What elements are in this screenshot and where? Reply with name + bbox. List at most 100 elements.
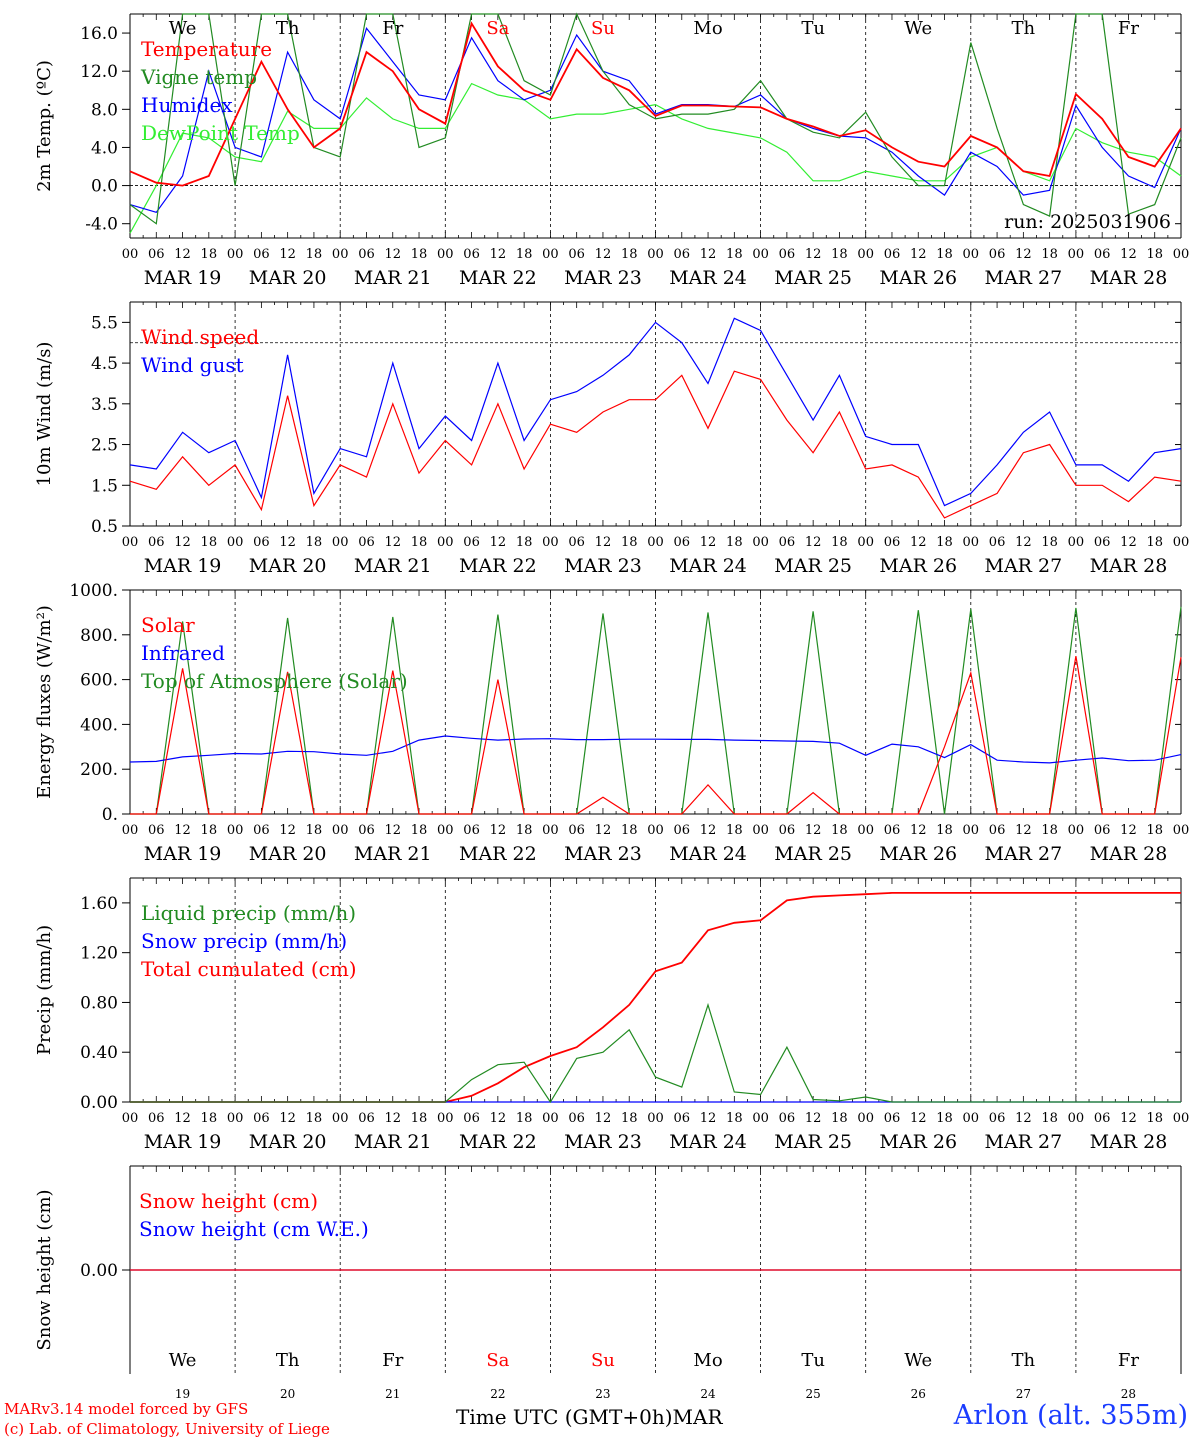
weekday-label: Su (591, 1350, 615, 1371)
legend-entry: Snow height (cm) (139, 1189, 318, 1213)
legend-entry: Total cumulated (cm) (141, 957, 357, 981)
hour-tick-label: 12 (1120, 823, 1137, 838)
hour-tick-label: 00 (122, 247, 139, 262)
hour-tick-label: 06 (358, 1111, 375, 1126)
hour-tick-label: 18 (1041, 823, 1058, 838)
date-label: MAR 26 (879, 1131, 957, 1153)
date-label: MAR 23 (564, 843, 642, 865)
weekday-label: Tu (801, 1350, 825, 1371)
hour-tick-label: 12 (279, 247, 296, 262)
hour-tick-label: 12 (700, 247, 717, 262)
date-label: MAR 25 (774, 267, 852, 289)
hour-tick-label: 06 (779, 247, 796, 262)
hour-tick-label: 18 (201, 247, 218, 262)
hour-tick-label: 06 (1094, 247, 1111, 262)
hour-tick-label: 00 (752, 823, 769, 838)
date-label: MAR 22 (459, 267, 537, 289)
legend-entry: Temperature (141, 37, 272, 61)
hour-tick-label: 18 (1041, 535, 1058, 550)
station-name: Arlon (alt. 355m) (953, 1400, 1188, 1431)
hour-tick-label: 12 (595, 1111, 612, 1126)
weekday-label: Sa (486, 18, 509, 39)
hour-tick-label: 18 (1146, 1111, 1163, 1126)
y-tick-label: 0. (102, 805, 118, 825)
day-number-label: 21 (385, 1387, 400, 1401)
hour-tick-label: 18 (1146, 823, 1163, 838)
legend-entry: Snow precip (mm/h) (141, 929, 347, 953)
weekday-label: Fr (382, 1350, 403, 1371)
hour-tick-label: 00 (857, 247, 874, 262)
date-label: MAR 27 (984, 555, 1062, 577)
hour-tick-label: 00 (1173, 247, 1190, 262)
hour-tick-label: 06 (1094, 823, 1111, 838)
date-label: MAR 21 (354, 1131, 432, 1153)
date-label: MAR 26 (879, 843, 957, 865)
legend-entry: Top of Atmosphere (Solar) (141, 669, 408, 693)
y-tick-label: 12.0 (80, 62, 118, 82)
hour-tick-label: 18 (516, 247, 533, 262)
time-axis-label: Time UTC (GMT+0h) (456, 1405, 673, 1429)
hour-tick-label: 12 (279, 535, 296, 550)
hour-tick-label: 00 (1173, 535, 1190, 550)
date-label: MAR 19 (144, 1131, 222, 1153)
hour-tick-label: 00 (332, 823, 349, 838)
hour-tick-label: 00 (227, 1111, 244, 1126)
hour-tick-label: 00 (122, 1111, 139, 1126)
y-tick-label: 3.5 (91, 395, 118, 415)
hour-tick-label: 18 (1041, 1111, 1058, 1126)
hour-tick-label: 12 (805, 823, 822, 838)
hour-tick-label: 12 (1015, 535, 1032, 550)
hour-tick-label: 18 (831, 1111, 848, 1126)
hour-tick-label: 00 (857, 1111, 874, 1126)
hour-tick-label: 18 (831, 823, 848, 838)
hour-tick-label: 18 (726, 535, 743, 550)
hour-tick-label: 00 (542, 247, 559, 262)
hour-tick-label: 06 (358, 247, 375, 262)
day-number-label: 26 (911, 1387, 926, 1401)
legend-entry: Infrared (141, 641, 225, 665)
hour-tick-label: 12 (384, 247, 401, 262)
hour-tick-label: 06 (148, 247, 165, 262)
hour-tick-label: 06 (253, 247, 270, 262)
hour-tick-label: 06 (989, 535, 1006, 550)
hour-tick-label: 06 (148, 535, 165, 550)
hour-tick-label: 18 (516, 535, 533, 550)
hour-tick-label: 06 (358, 535, 375, 550)
date-label: MAR 23 (564, 555, 642, 577)
hour-tick-label: 06 (148, 823, 165, 838)
hour-tick-label: 18 (621, 823, 638, 838)
hour-tick-label: 18 (516, 823, 533, 838)
hour-tick-label: 06 (568, 823, 585, 838)
hour-tick-label: 06 (884, 1111, 901, 1126)
hour-tick-label: 12 (700, 535, 717, 550)
hour-tick-label: 12 (595, 823, 612, 838)
weekday-label: Tu (801, 18, 825, 39)
hour-tick-label: 12 (700, 823, 717, 838)
weekday-label: We (904, 18, 932, 39)
y-tick-label: 5.5 (91, 313, 118, 333)
y-axis-label: 10m Wind (m/s) (34, 342, 55, 487)
hour-tick-label: 12 (595, 535, 612, 550)
hour-tick-label: 00 (963, 1111, 980, 1126)
weekday-label: Th (1012, 1350, 1036, 1371)
weekday-label: Mo (693, 18, 722, 39)
hour-tick-label: 06 (253, 823, 270, 838)
date-label: MAR 19 (144, 267, 222, 289)
legend-entry: Solar (141, 613, 195, 637)
hour-tick-label: 12 (174, 247, 191, 262)
hour-tick-label: 12 (490, 535, 507, 550)
hour-tick-label: 18 (411, 823, 428, 838)
hour-tick-label: 00 (647, 247, 664, 262)
lab-credit: (c) Lab. of Climatology, University of L… (4, 1420, 330, 1438)
hour-tick-label: 06 (463, 247, 480, 262)
day-number-label: 25 (806, 1387, 821, 1401)
date-label: MAR 19 (144, 555, 222, 577)
weekday-label: Sa (486, 1350, 509, 1371)
weekday-label: Fr (382, 18, 403, 39)
legend-entry: Wind gust (141, 353, 244, 377)
hour-tick-label: 18 (411, 247, 428, 262)
hour-tick-label: 06 (463, 1111, 480, 1126)
hour-tick-label: 18 (306, 535, 323, 550)
panel-1: -4.0 0.0 4.0 8.0 12.0 16.0 2m Temp. (ºC) Temper… (34, 12, 1190, 289)
hour-tick-label: 06 (674, 823, 691, 838)
